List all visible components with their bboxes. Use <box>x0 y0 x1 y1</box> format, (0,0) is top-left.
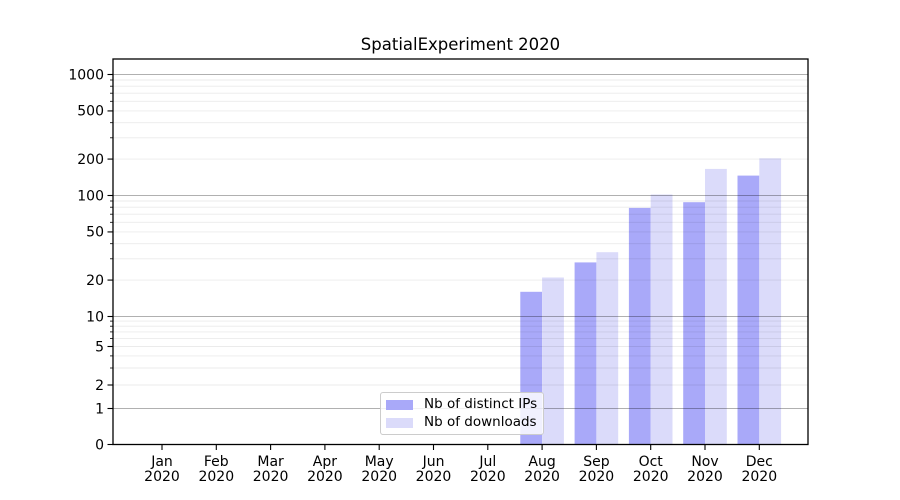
plot-border <box>112 58 809 446</box>
legend-item-distinct-ips: Nb of distinct IPs <box>386 397 537 412</box>
x-tick-label-jan: Jan <box>150 454 173 470</box>
x-tick-label-nov: Nov <box>691 454 718 470</box>
x-tick-year-nov: 2020 <box>687 469 723 485</box>
x-tick-year-feb: 2020 <box>198 469 234 485</box>
x-tick-year-sep: 2020 <box>579 469 615 485</box>
gridlines <box>113 74 808 409</box>
x-tick-label-dec: Dec <box>746 454 773 470</box>
x-tick-label-jun: Jun <box>422 454 445 470</box>
legend-item-downloads: Nb of downloads <box>386 415 537 430</box>
y-tick-label-50: 50 <box>86 225 104 241</box>
y-tick-label-5: 5 <box>95 339 104 355</box>
x-tick-year-apr: 2020 <box>307 469 343 485</box>
x-tick-label-aug: Aug <box>528 454 555 470</box>
y-tick-label-1: 1 <box>95 401 104 417</box>
bar-sep-distinct-ips <box>574 262 597 445</box>
x-tick-year-oct: 2020 <box>633 469 669 485</box>
y-tick-label-100: 100 <box>77 188 104 204</box>
x-tick-year-mar: 2020 <box>253 469 289 485</box>
x-tick-label-may: May <box>365 454 394 470</box>
y-tick-label-500: 500 <box>77 104 104 120</box>
y-tick-label-10: 10 <box>86 309 104 325</box>
bar-dec-distinct-ips <box>737 175 760 445</box>
y-tick-label-200: 200 <box>77 152 104 168</box>
legend: Nb of distinct IPs Nb of downloads <box>380 392 545 435</box>
bar-sep-downloads <box>596 252 619 445</box>
legend-swatch-downloads <box>386 417 413 428</box>
y-axis: 0 1 2 5 10 20 50 100 200 500 1000 <box>68 67 113 453</box>
bar-nov-distinct-ips <box>683 202 705 445</box>
x-tick-label-mar: Mar <box>257 454 284 470</box>
bar-oct-distinct-ips <box>628 207 651 445</box>
axes-spines <box>112 58 809 446</box>
y-tick-label-1000: 1000 <box>68 67 104 83</box>
legend-label-distinct-ips: Nb of distinct IPs <box>424 396 538 412</box>
bars-layer <box>520 158 782 445</box>
x-tick-label-oct: Oct <box>639 454 664 470</box>
bar-oct-downloads <box>650 194 673 445</box>
x-tick-label-jul: Jul <box>478 454 496 470</box>
x-tick-year-jul: 2020 <box>470 469 506 485</box>
y-tick-label-20: 20 <box>86 273 104 289</box>
bar-dec-downloads <box>759 158 782 445</box>
bar-aug-downloads <box>542 277 564 445</box>
x-tick-label-sep: Sep <box>583 454 610 470</box>
x-tick-year-aug: 2020 <box>524 469 560 485</box>
x-tick-year-may: 2020 <box>361 469 397 485</box>
y-tick-label-2: 2 <box>95 378 104 394</box>
legend-swatch-distinct-ips <box>386 399 413 410</box>
y-tick-label-0: 0 <box>95 437 104 453</box>
x-tick-label-apr: Apr <box>313 454 337 470</box>
x-tick-label-feb: Feb <box>204 454 229 470</box>
chart-title: SpatialExperiment 2020 <box>360 35 561 54</box>
x-axis: Jan2020Feb2020Mar2020Apr2020May2020Jun20… <box>144 444 777 485</box>
legend-label-downloads: Nb of downloads <box>424 414 537 430</box>
x-tick-year-jun: 2020 <box>416 469 452 485</box>
x-tick-year-dec: 2020 <box>741 469 777 485</box>
bar-nov-downloads <box>705 168 727 445</box>
x-tick-year-jan: 2020 <box>144 469 180 485</box>
